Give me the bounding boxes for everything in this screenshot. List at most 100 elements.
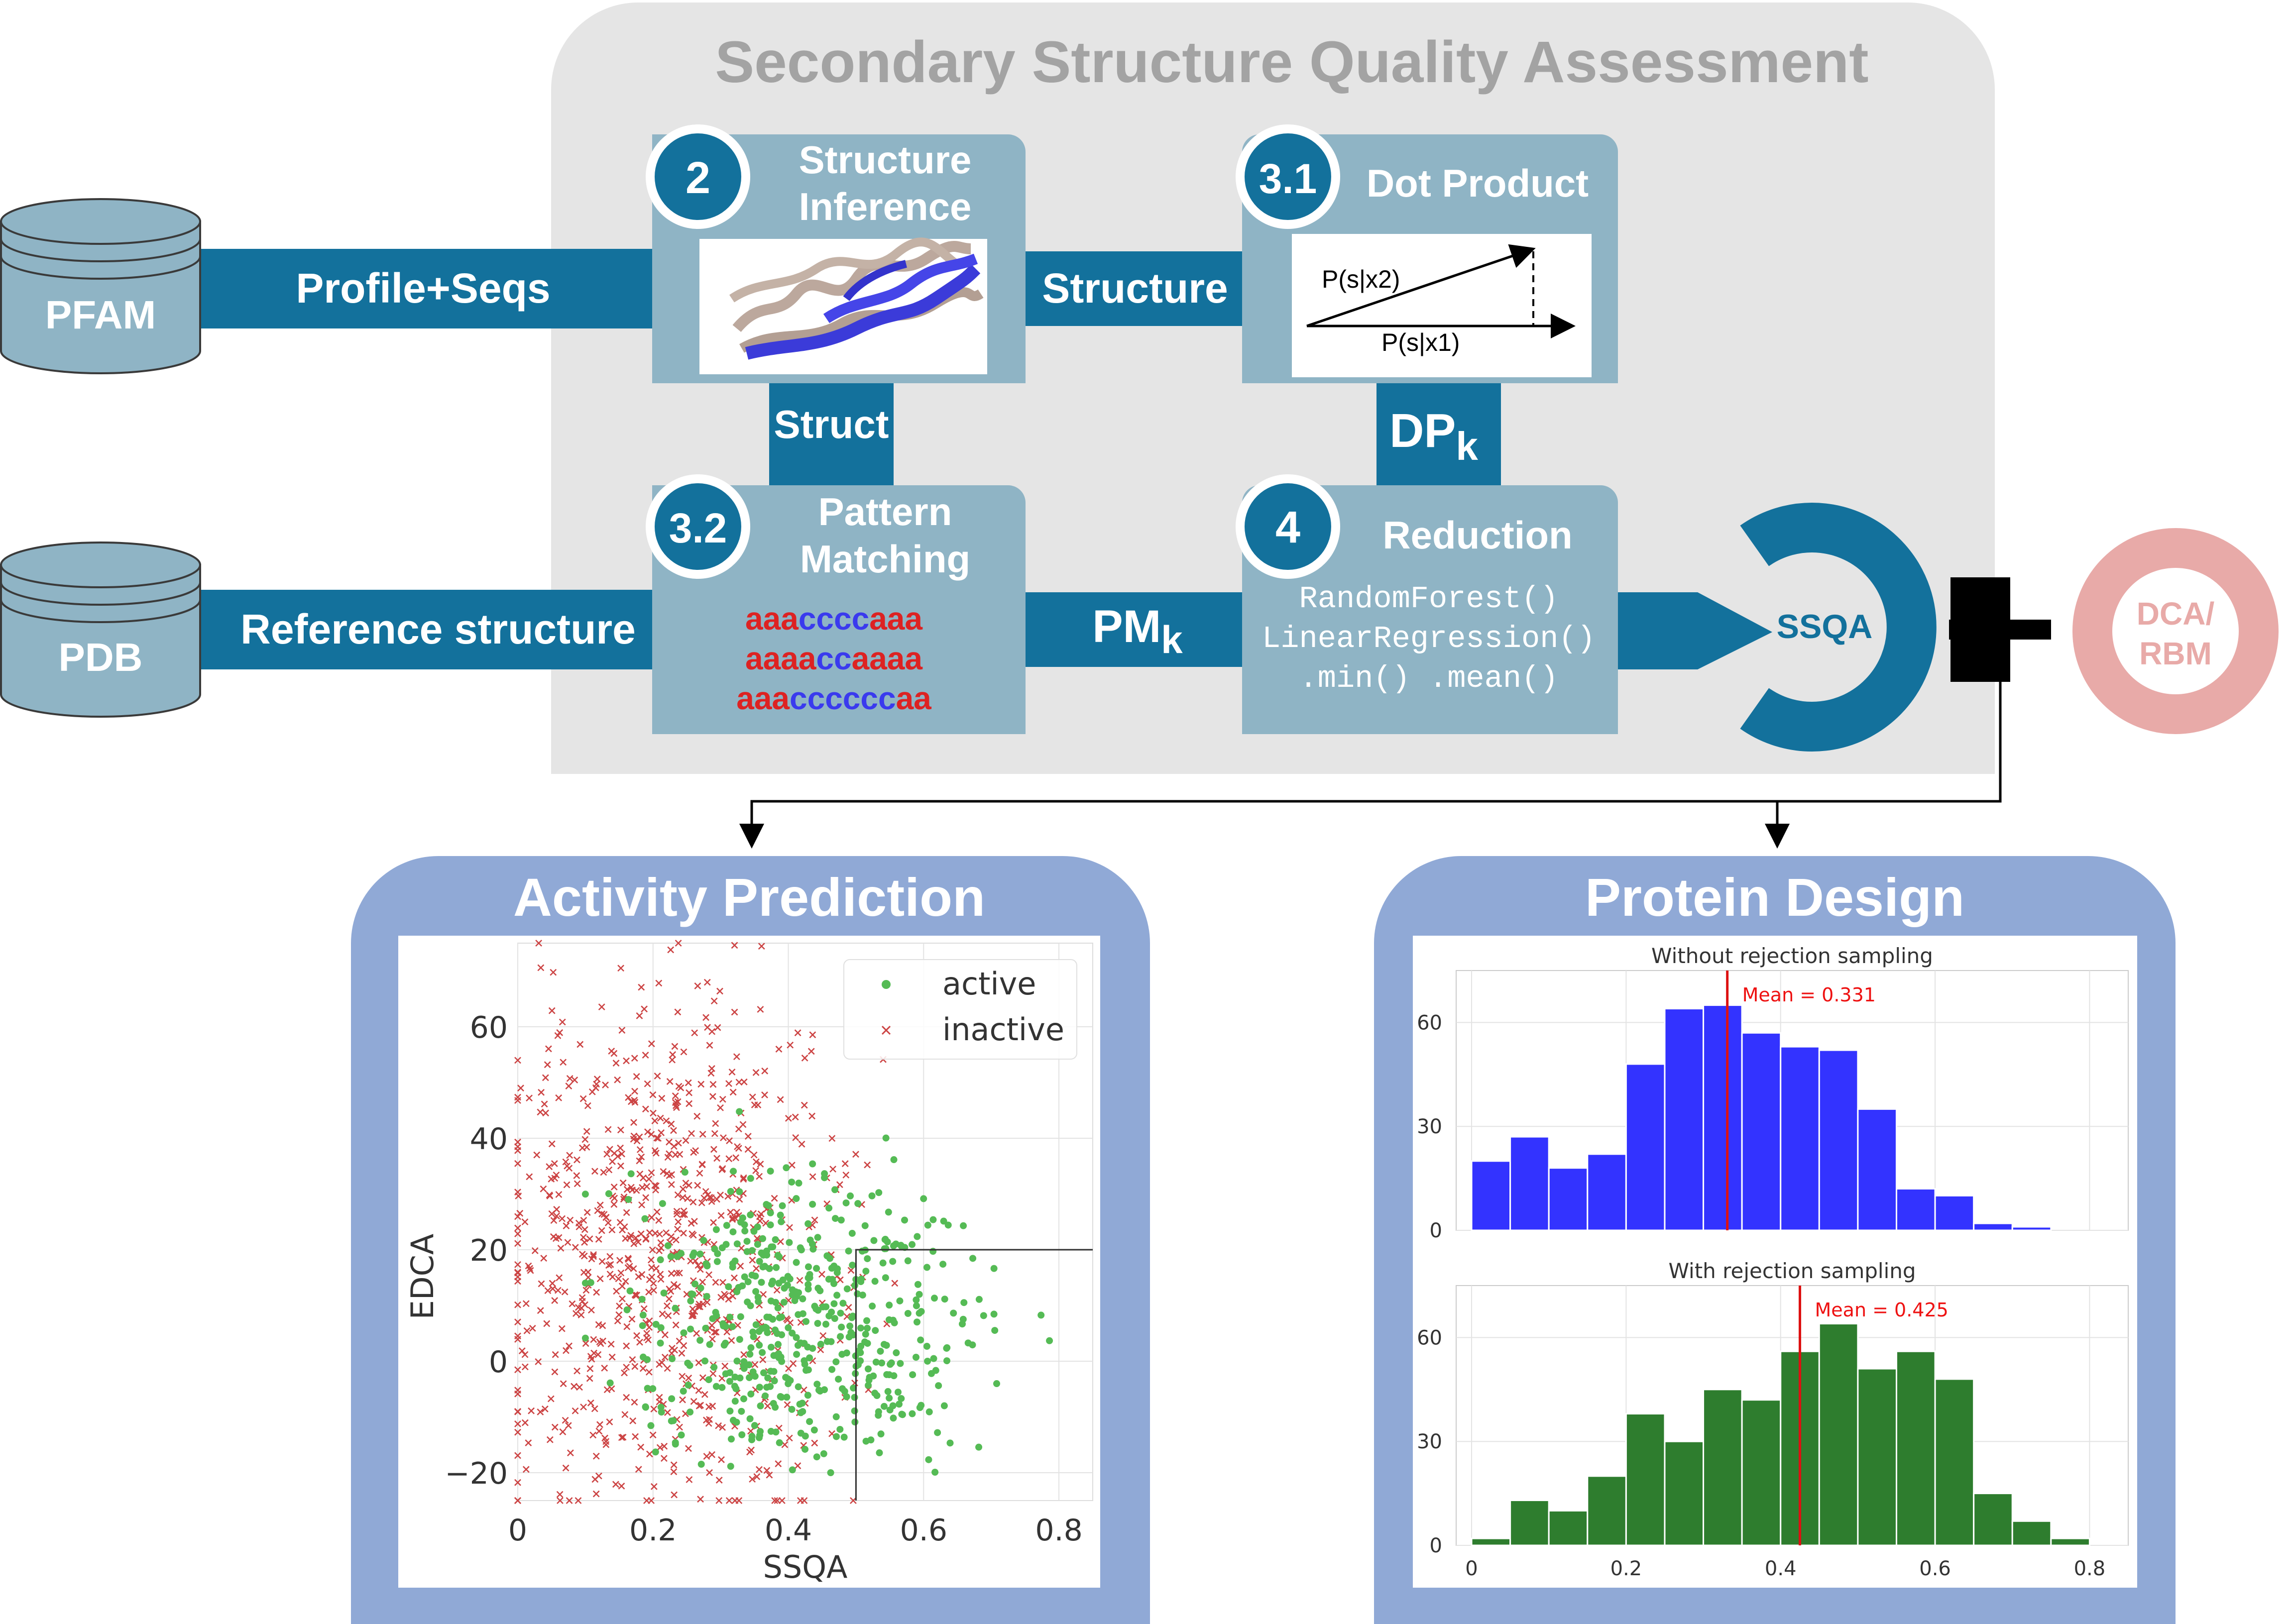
x-tick-label: 0.2 (1610, 1557, 1642, 1580)
active-point (821, 1174, 828, 1182)
active-point (793, 1334, 800, 1341)
active-point (642, 1404, 649, 1411)
pattern-segment: aaa (745, 601, 799, 637)
active-point (851, 1282, 859, 1289)
step-number: 4 (1275, 503, 1300, 552)
active-point (783, 1394, 791, 1401)
inactive-point (605, 1262, 612, 1269)
active-point (747, 1211, 754, 1218)
inactive-point (758, 943, 765, 950)
inactive-point (645, 1175, 653, 1183)
inactive-point (673, 1207, 681, 1215)
pfam-label: PFAM (45, 293, 156, 337)
inactive-point (561, 1288, 569, 1296)
active-point (748, 1436, 756, 1443)
inactive-point (744, 1146, 752, 1153)
active-point (869, 1302, 876, 1310)
inactive-point (592, 1452, 600, 1460)
y-tick-label: 40 (470, 1122, 508, 1157)
inactive-point (602, 1081, 609, 1088)
active-point (754, 1294, 762, 1301)
inactive-point (514, 1147, 521, 1154)
inactive-point (667, 1288, 675, 1295)
inactive-point (771, 1194, 778, 1202)
inactive-point (633, 1292, 641, 1299)
histogram-bar (1548, 1510, 1589, 1546)
inactive-point (648, 1214, 655, 1221)
inactive-point (514, 1240, 521, 1247)
inactive-point (537, 1108, 544, 1116)
inactive-point (749, 1476, 756, 1483)
inactive-point (617, 1269, 625, 1277)
inactive-point (514, 1230, 521, 1237)
activity-scatter-chart: 0 0.2 0.4 0.6 0.8−200204060SSQAEDCAactiveina… (404, 940, 1093, 1585)
inactive-point (564, 1239, 572, 1246)
inactive-point (600, 1169, 607, 1176)
inactive-point (757, 1161, 764, 1168)
x-tick-label: 0.4 (765, 1513, 812, 1548)
histogram-bar (1973, 1493, 2013, 1546)
active-point (881, 1245, 888, 1252)
inactive-point (811, 1216, 818, 1224)
active-point (793, 1351, 801, 1358)
inactive-point (715, 1497, 723, 1504)
inactive-point (633, 1332, 640, 1339)
inactive-point (694, 1182, 701, 1189)
profile-seqs-label: Profile+Seqs (296, 265, 550, 312)
pattern-segment: cccccc (790, 680, 896, 716)
histogram-bar (1509, 1136, 1550, 1231)
active-point (873, 1392, 881, 1400)
active-point (770, 1368, 778, 1375)
active-point (806, 1271, 813, 1278)
inactive-point (582, 1287, 590, 1294)
active-point (831, 1186, 839, 1193)
inactive-point (723, 1328, 731, 1336)
inactive-point (555, 1191, 563, 1198)
active-point (893, 1349, 900, 1357)
active-point (776, 1439, 783, 1446)
active-point (768, 1343, 775, 1351)
inactive-point (647, 1256, 655, 1264)
active-point (847, 1192, 854, 1199)
inactive-point (546, 1192, 554, 1199)
y-tick-label: 30 (1417, 1430, 1442, 1453)
active-point (664, 1242, 672, 1249)
inactive-point (556, 1491, 564, 1498)
active-point (794, 1342, 802, 1349)
inactive-point (800, 1386, 807, 1394)
active-point (877, 1430, 885, 1438)
active-point (797, 1244, 804, 1252)
inactive-point (559, 1428, 567, 1435)
active-point (657, 1324, 665, 1331)
reduction-code-line: .min() .mean() (1299, 661, 1559, 696)
inactive-point (551, 1423, 559, 1431)
inactive-point (704, 1191, 711, 1198)
histogram-bar (1703, 1004, 1743, 1231)
active-point (700, 1237, 707, 1244)
active-point (867, 1436, 875, 1444)
activity-prediction-title: Activity Prediction (513, 867, 985, 927)
active-point (723, 1222, 730, 1229)
active-point (916, 1404, 923, 1411)
inactive-point (567, 1449, 574, 1457)
active-point (789, 1329, 796, 1337)
active-point (934, 1429, 941, 1436)
inactive-point (708, 1198, 715, 1205)
inactive-point (695, 1387, 702, 1394)
dot-product-title: Dot Product (1367, 161, 1589, 205)
inactive-point (703, 978, 711, 986)
active-point (917, 1336, 924, 1344)
inactive-point (663, 1117, 670, 1125)
inactive-point (713, 1195, 720, 1203)
inactive-point (544, 1061, 551, 1069)
inactive-point (664, 1302, 671, 1309)
active-point (765, 1202, 772, 1209)
inactive-point (631, 1055, 638, 1062)
active-point (845, 1247, 852, 1255)
histogram-bar (1587, 1475, 1627, 1546)
histogram-bar (1857, 1108, 1897, 1231)
inactive-point (668, 1120, 675, 1128)
inactive-point (606, 1418, 613, 1425)
active-point (924, 1221, 931, 1229)
inactive-point (653, 1208, 661, 1215)
